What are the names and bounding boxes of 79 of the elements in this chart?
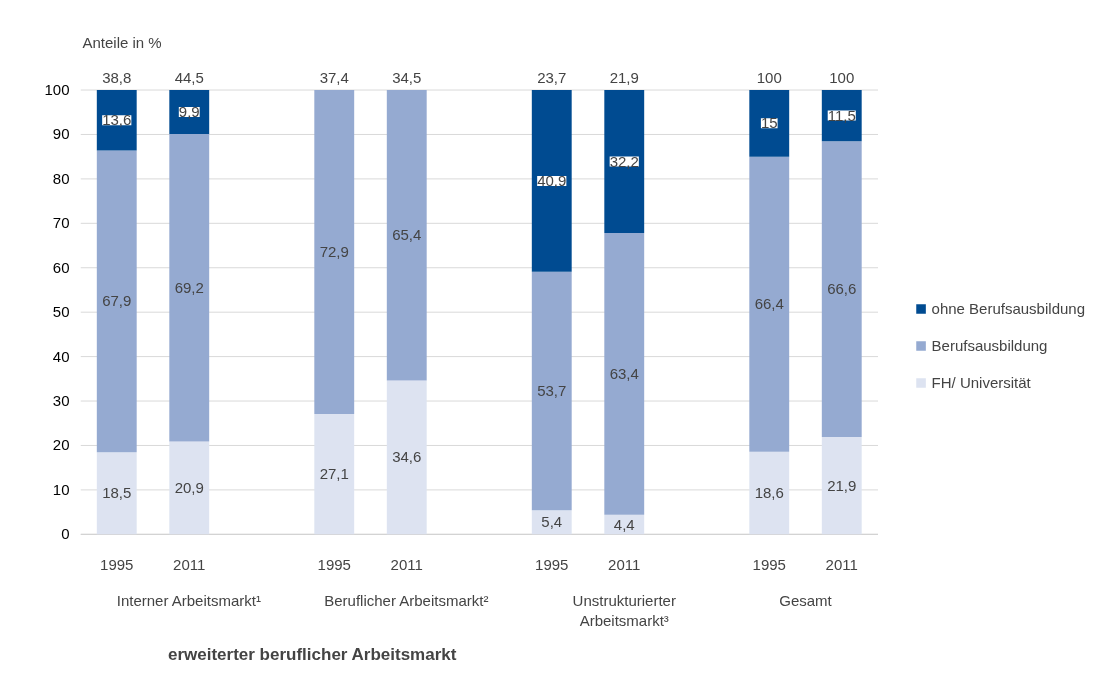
y-tick-label: 100 xyxy=(44,81,70,99)
x-tick-label: 1995 xyxy=(752,556,786,574)
x-tick-label: 2011 xyxy=(390,556,423,574)
text: 44,5 xyxy=(174,69,204,87)
bar xyxy=(314,90,355,414)
data-label: 32,2 xyxy=(609,152,639,170)
data-label: 11,5 xyxy=(827,106,856,124)
text: Beruflicher Arbeitsmarkt² xyxy=(324,592,489,610)
data-label: 65,4 xyxy=(392,226,422,244)
text: 23,7 xyxy=(537,69,567,87)
y-tick-label: 0 xyxy=(61,525,70,543)
y-axis-title: Anteile in % xyxy=(82,34,162,51)
data-label: 13,6 xyxy=(102,111,132,129)
data-label: 18,5 xyxy=(102,484,132,502)
x-tick-label: 1995 xyxy=(317,556,351,574)
legend-label: ohne Berufsausbildung xyxy=(931,299,1085,317)
data-label: 53,7 xyxy=(537,382,567,400)
bar xyxy=(821,141,862,438)
x-tick-label: 2011 xyxy=(608,556,641,574)
text: 100 xyxy=(829,69,855,87)
data-label: 72,9 xyxy=(319,242,349,260)
data-label: 66,6 xyxy=(827,280,857,298)
data-label: 20,9 xyxy=(174,478,204,496)
x-tick-label: 1995 xyxy=(100,556,134,574)
bar xyxy=(531,510,572,535)
text: erweiterter beruflicher Arbeitsmarkt xyxy=(167,645,457,665)
data-label: 21,9 xyxy=(827,476,857,494)
x-tick-label: 1995 xyxy=(535,556,569,574)
bar xyxy=(821,90,862,142)
text: 100 xyxy=(756,69,782,87)
data-label: 69,2 xyxy=(174,278,204,296)
data-label: 66,4 xyxy=(754,295,784,313)
bar xyxy=(749,451,790,535)
data-label: 63,4 xyxy=(609,364,639,382)
text: 21,9 xyxy=(609,69,639,87)
legend-label: Berufsausbildung xyxy=(931,336,1048,354)
text: Interner Arbeitsmarkt¹ xyxy=(116,592,261,610)
text: 34,5 xyxy=(392,69,422,87)
y-tick-label: 80 xyxy=(52,169,70,187)
bar xyxy=(314,413,355,535)
data-label: 4,4 xyxy=(613,515,635,533)
text: 37,4 xyxy=(319,69,349,87)
bar xyxy=(96,452,137,535)
bar xyxy=(169,90,210,135)
text: Gesamt xyxy=(779,592,833,610)
y-tick-label: 40 xyxy=(52,347,70,365)
y-tick-label: 20 xyxy=(52,436,70,454)
bar xyxy=(96,150,137,453)
data-label: 5,4 xyxy=(541,513,563,531)
x-tick-label: 2011 xyxy=(173,556,206,574)
data-label: 40,9 xyxy=(537,171,567,189)
data-label: 67,9 xyxy=(102,292,132,310)
bar xyxy=(604,90,645,234)
bar xyxy=(749,156,790,452)
text: Unstrukturierter Arbeitsmarkt³ xyxy=(572,592,676,630)
x-tick-label: 2011 xyxy=(825,556,858,574)
bar xyxy=(169,134,210,442)
y-tick-label: 10 xyxy=(52,480,70,498)
bar xyxy=(531,90,572,272)
bar xyxy=(531,271,572,511)
data-label: 27,1 xyxy=(319,465,349,483)
bar xyxy=(386,90,427,381)
bar xyxy=(749,90,790,157)
y-tick-label: 30 xyxy=(52,392,70,410)
data-label: 34,6 xyxy=(392,448,422,466)
bar xyxy=(386,380,427,535)
y-tick-label: 70 xyxy=(52,214,70,232)
bar xyxy=(169,441,210,535)
y-tick-label: 60 xyxy=(52,258,70,276)
legend-label: FH/ Universität xyxy=(931,373,1031,391)
data-label: 18,6 xyxy=(754,484,784,501)
bar xyxy=(96,90,137,151)
data-label: 9,9 xyxy=(178,103,200,121)
text: 38,8 xyxy=(102,69,132,87)
y-tick-label: 90 xyxy=(52,125,70,143)
bar xyxy=(604,233,645,515)
y-tick-label: 50 xyxy=(52,303,70,321)
data-label: 15 xyxy=(760,114,778,132)
bar xyxy=(821,437,862,535)
